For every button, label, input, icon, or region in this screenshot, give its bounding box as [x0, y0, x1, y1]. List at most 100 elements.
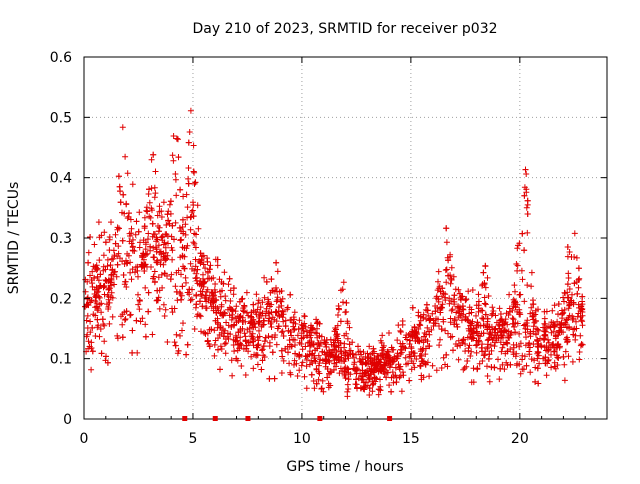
data-point [148, 185, 155, 192]
data-point [256, 327, 262, 334]
data-point [318, 385, 325, 392]
data-point [333, 332, 340, 338]
data-point [541, 315, 548, 322]
data-point [123, 200, 130, 207]
data-point [144, 236, 151, 243]
data-point [167, 276, 174, 283]
data-point [243, 309, 250, 316]
data-point [355, 343, 361, 350]
data-point [345, 366, 352, 373]
data-point [160, 241, 167, 248]
data-point [301, 312, 308, 319]
data-point [88, 366, 95, 373]
data-point [273, 259, 280, 266]
data-point [381, 366, 388, 373]
data-point [119, 209, 125, 216]
axis-marker [212, 416, 218, 421]
data-point [568, 297, 575, 304]
data-point [346, 347, 353, 354]
data-point [422, 306, 429, 313]
data-point [553, 333, 559, 340]
data-point [517, 370, 524, 377]
data-point [230, 291, 237, 298]
data-point [158, 214, 165, 220]
data-point [527, 369, 534, 376]
data-point [96, 257, 103, 264]
data-point [473, 322, 480, 329]
data-point [172, 342, 179, 349]
data-point [143, 207, 150, 214]
data-point [82, 303, 89, 310]
data-point [136, 306, 143, 313]
data-point [194, 202, 201, 209]
data-point [473, 312, 479, 319]
data-point [445, 257, 452, 264]
data-point [179, 216, 186, 223]
data-point [558, 324, 565, 331]
data-point [462, 297, 469, 304]
data-point [311, 355, 318, 361]
data-point [299, 346, 306, 353]
data-point [294, 332, 301, 339]
data-point [442, 267, 449, 274]
data-point [301, 373, 308, 380]
data-point [178, 296, 185, 303]
data-point [308, 357, 315, 364]
data-point [412, 338, 419, 344]
data-point [315, 340, 322, 347]
data-point [469, 287, 476, 293]
data-point [129, 266, 136, 273]
data-point [187, 260, 194, 267]
data-point [219, 287, 225, 294]
data-point [443, 279, 450, 286]
data-point [273, 284, 279, 291]
data-point [193, 292, 200, 299]
data-point [221, 269, 228, 276]
data-point [218, 329, 225, 336]
data-point [96, 294, 103, 301]
data-point [192, 256, 199, 263]
data-point [398, 388, 405, 395]
data-point [435, 296, 442, 303]
data-point [405, 332, 412, 338]
data-point [114, 261, 121, 268]
data-point [323, 343, 330, 350]
data-point [523, 334, 529, 341]
data-point [519, 276, 526, 283]
data-point [180, 320, 186, 327]
data-point [104, 256, 111, 263]
data-point [190, 142, 197, 149]
data-point [460, 336, 467, 343]
data-point [169, 305, 175, 312]
data-point [299, 359, 306, 366]
data-point [555, 311, 561, 318]
data-point [129, 327, 136, 334]
data-point [171, 236, 177, 243]
data-point [111, 269, 118, 276]
data-point [172, 176, 179, 183]
x-axis-label: GPS time / hours [286, 459, 403, 475]
data-point [451, 292, 458, 299]
data-point [451, 316, 458, 323]
data-point [358, 377, 365, 383]
data-point [151, 268, 158, 275]
data-point [474, 366, 481, 373]
data-point [288, 343, 295, 350]
data-point [212, 337, 219, 344]
data-point [263, 278, 270, 285]
data-point [173, 288, 180, 295]
data-point [379, 344, 386, 351]
data-point [334, 331, 341, 338]
data-point [423, 345, 429, 352]
data-point [443, 239, 450, 246]
data-point [254, 352, 261, 359]
data-point [145, 230, 152, 237]
data-point [185, 139, 192, 146]
data-point [415, 309, 422, 316]
data-point [325, 353, 332, 360]
data-point [471, 330, 477, 337]
data-point [422, 361, 429, 368]
data-point [101, 229, 108, 236]
data-point [307, 334, 314, 341]
